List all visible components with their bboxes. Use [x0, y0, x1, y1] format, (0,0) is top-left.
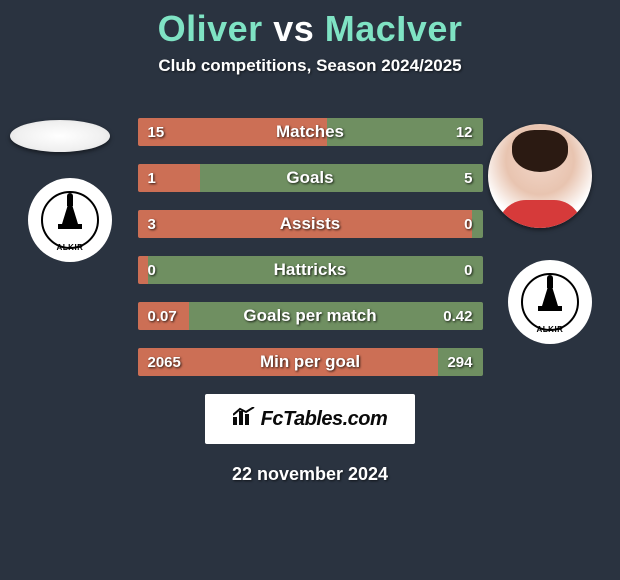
stat-bar-left [138, 348, 438, 376]
footer-date: 22 november 2024 [0, 464, 620, 485]
player1-name: Oliver [158, 8, 263, 49]
page-title: Oliver vs MacIver [0, 0, 620, 50]
player2-avatar [488, 124, 592, 228]
stat-row: Min per goal2065294 [138, 348, 483, 376]
stat-bar-left [138, 256, 148, 284]
stat-row: Goals per match0.070.42 [138, 302, 483, 330]
stat-bar-left [138, 302, 190, 330]
stat-bar-right [189, 302, 482, 330]
stat-row: Goals15 [138, 164, 483, 192]
player1-club-badge: ALKIR [28, 178, 112, 262]
player1-avatar [10, 120, 110, 152]
club-badge-icon: ALKIR [520, 272, 580, 332]
comparison-chart: Matches1512 Goals15 Assists30 Hattricks00 Go… [138, 118, 483, 376]
stat-bar-right [438, 348, 483, 376]
vs-text: vs [273, 8, 314, 49]
club-badge-text: ALKIR [40, 243, 100, 252]
player2-club-badge: ALKIR [508, 260, 592, 344]
club-badge-icon: ALKIR [40, 190, 100, 250]
stat-row: Hattricks00 [138, 256, 483, 284]
stat-bar-left [138, 210, 473, 238]
stat-bar-right [200, 164, 483, 192]
stat-row: Assists30 [138, 210, 483, 238]
club-badge-text: ALKIR [520, 325, 580, 334]
stat-bar-left [138, 118, 328, 146]
footer-logo: FcTables.com [205, 394, 415, 444]
stat-bar-right [327, 118, 482, 146]
stat-bar-left [138, 164, 200, 192]
chart-icon [233, 407, 255, 431]
stat-bar-right [472, 210, 482, 238]
footer-logo-text: FcTables.com [261, 408, 388, 431]
player2-name: MacIver [325, 8, 463, 49]
stat-bar-right [148, 256, 483, 284]
subtitle: Club competitions, Season 2024/2025 [0, 56, 620, 76]
stat-row: Matches1512 [138, 118, 483, 146]
